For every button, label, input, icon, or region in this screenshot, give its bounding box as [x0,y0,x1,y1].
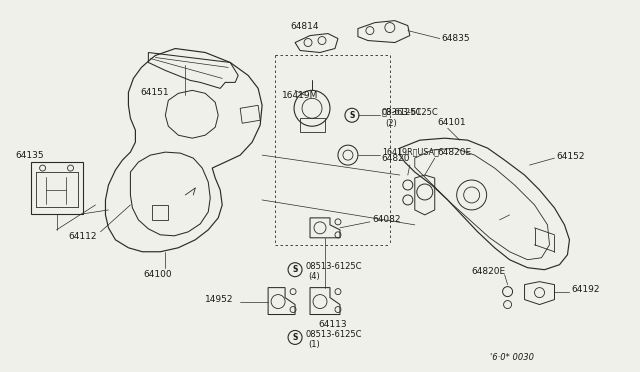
Text: S: S [292,265,298,274]
Text: S: S [292,333,298,342]
Text: 14952: 14952 [205,295,234,304]
Text: (4): (4) [308,272,320,281]
Text: S: S [349,111,355,120]
Text: 64820E: 64820E [438,148,472,157]
Text: 08513-6125C: 08513-6125C [305,262,362,271]
Text: (2): (2) [385,119,397,128]
Text: 64151: 64151 [140,88,169,97]
Text: (1): (1) [308,340,320,349]
Text: 64101: 64101 [438,118,467,127]
Text: 08363-6125C: 08363-6125C [382,108,438,117]
Text: 64835: 64835 [442,34,470,43]
Text: 64082: 64082 [372,215,401,224]
Text: 64152: 64152 [557,152,585,161]
Text: 16419M: 16419M [282,91,319,100]
Text: 64820: 64820 [382,154,410,163]
Text: 64112: 64112 [68,232,97,241]
Text: 08513-6125C: 08513-6125C [305,330,362,339]
Text: '6·0* 0030: '6·0* 0030 [490,353,534,362]
Text: 64100: 64100 [143,270,172,279]
Text: 64814: 64814 [290,22,319,31]
Text: 64113: 64113 [318,320,347,329]
Text: ࠶3-6125C: ࠶3-6125C [382,108,422,117]
Text: 16419R〈USA〉: 16419R〈USA〉 [382,148,439,157]
Text: 64820E: 64820E [472,267,506,276]
Text: 64135: 64135 [15,151,44,160]
Text: 64192: 64192 [572,285,600,294]
